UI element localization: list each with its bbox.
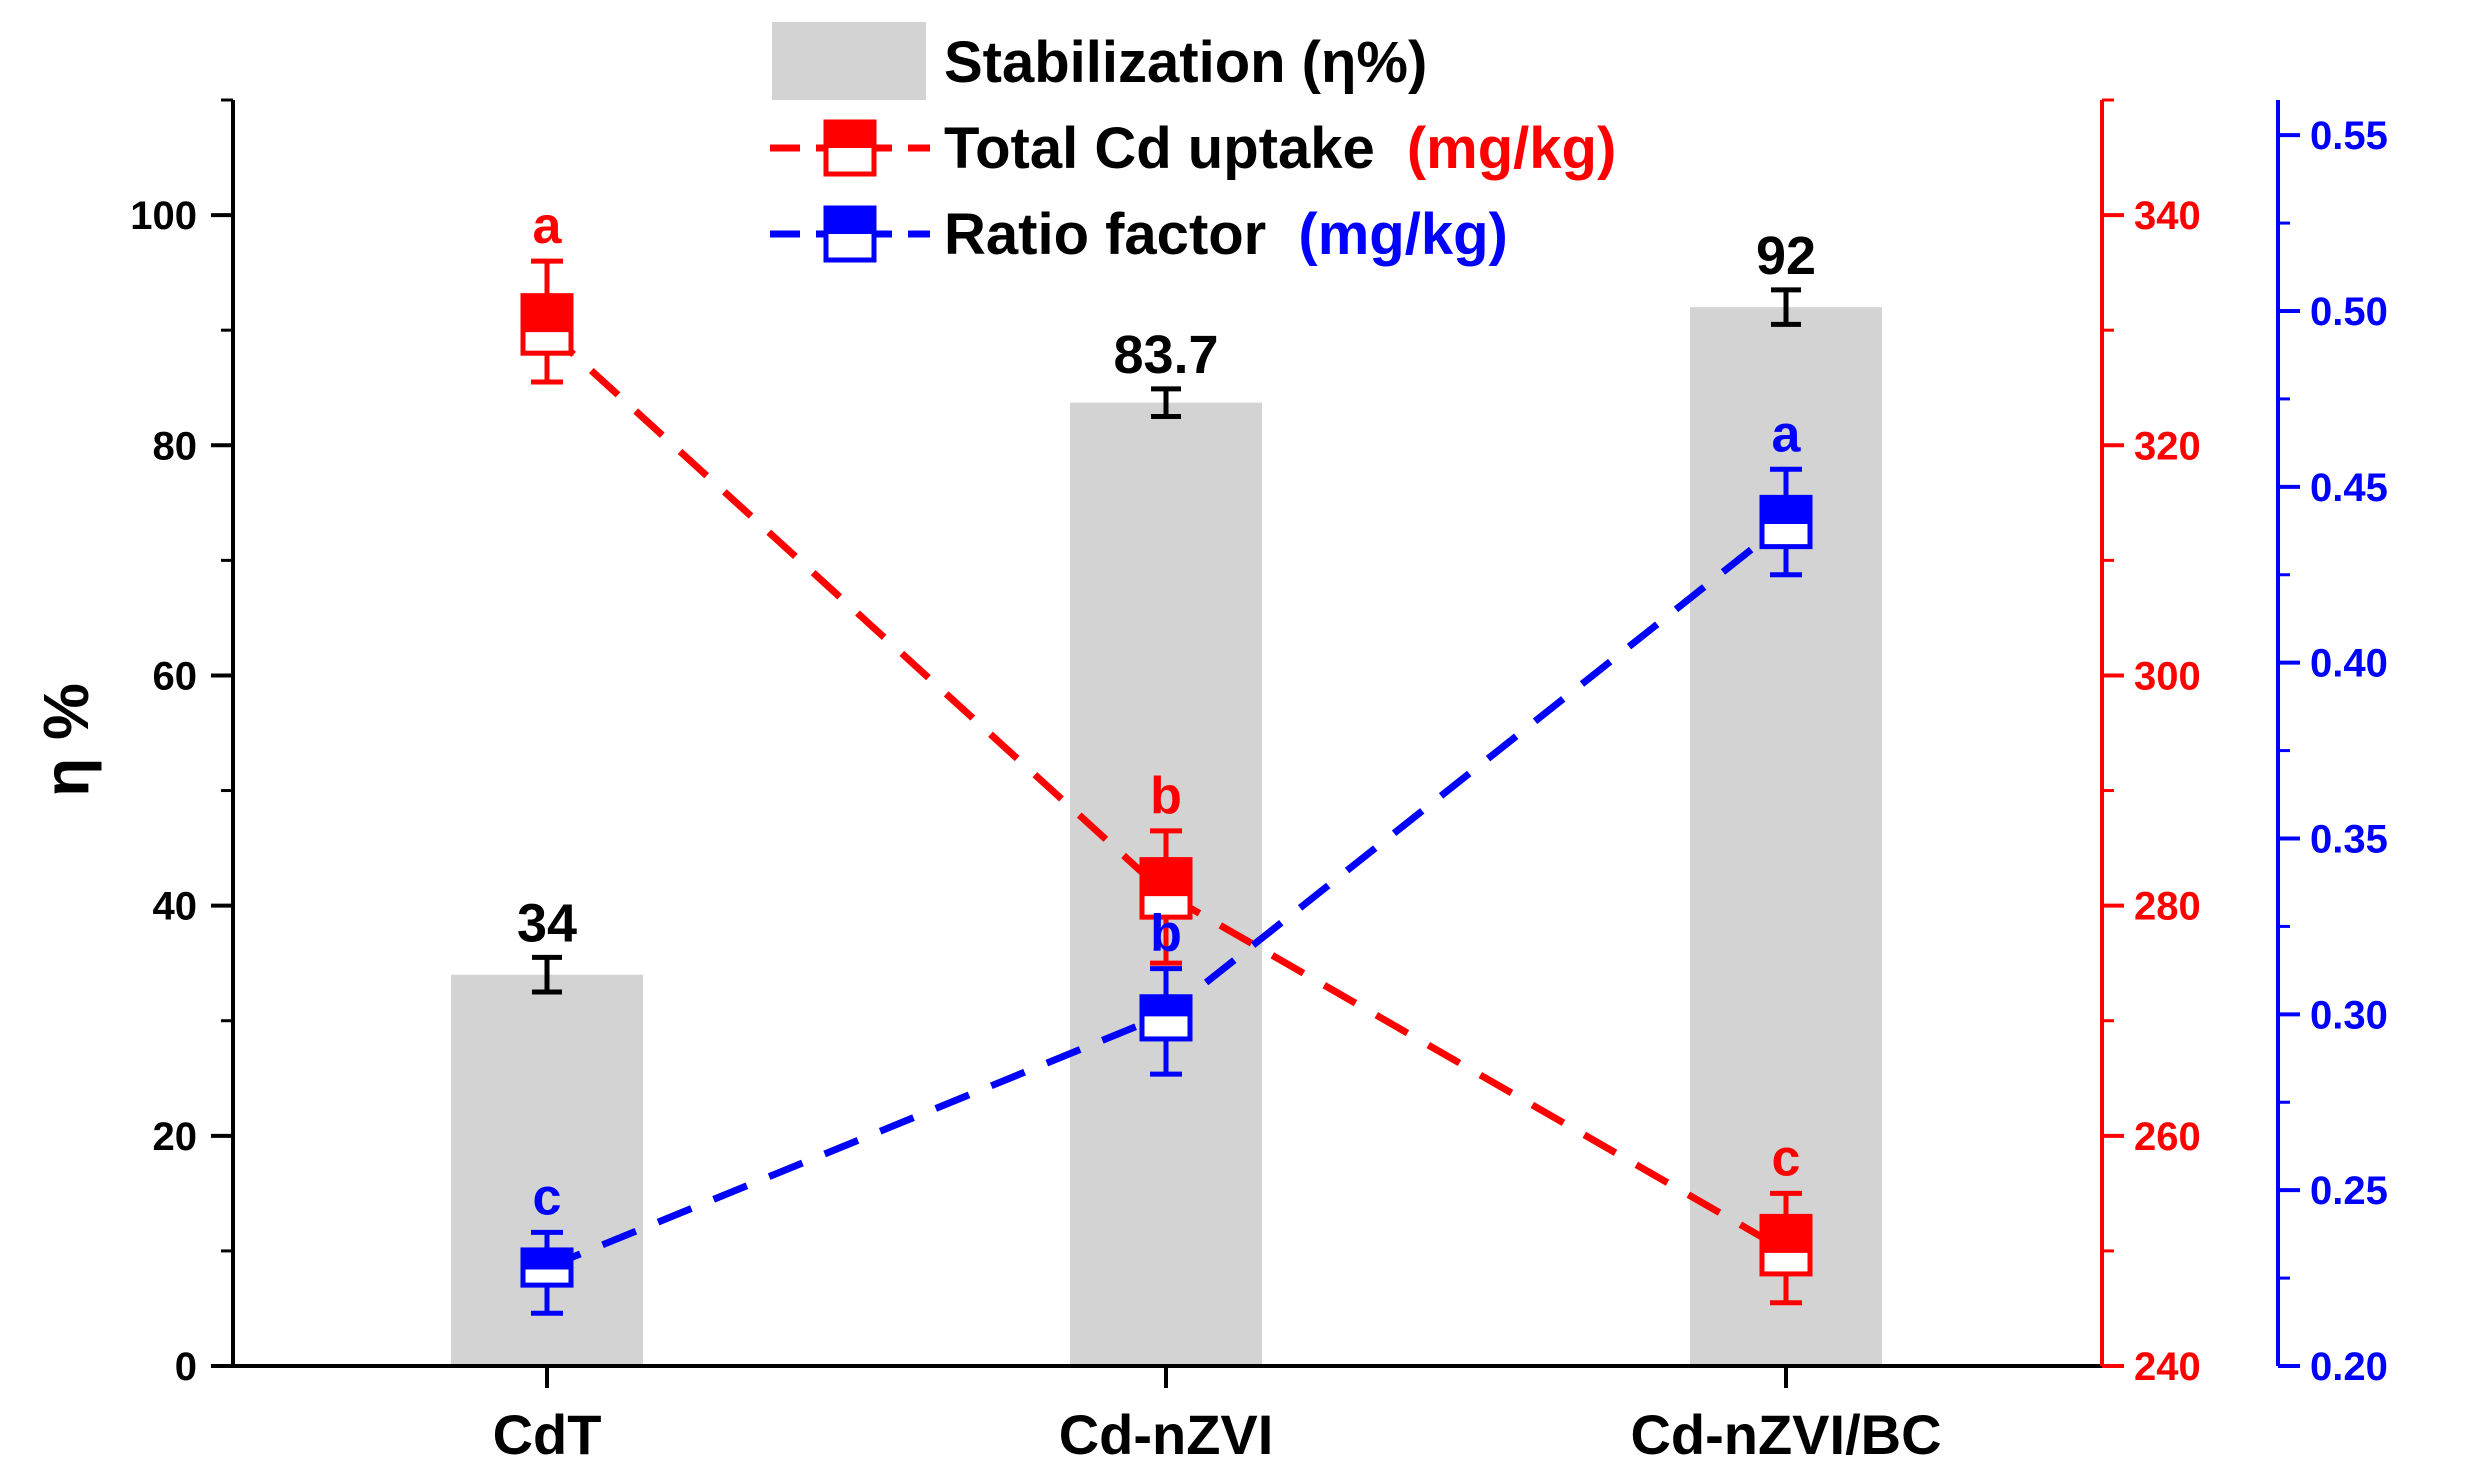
series-2-box-2 [1759,466,1813,578]
left-tick-label-2: 40 [153,885,198,929]
series-2-letter-0: c [533,1168,562,1226]
bar-value-label-1: 83.7 [1113,325,1218,385]
legend-uptake-swatch [770,119,930,177]
legend-ratio-label: Ratio factor (mg/kg) [944,202,1508,267]
box-upper-fill [1142,859,1190,895]
left-axis-title: η % [30,683,102,797]
bar-value-label-0: 34 [517,893,577,953]
right1-tick-label-2: 280 [2134,885,2201,929]
right2-tick-label-2: 0.30 [2310,993,2388,1037]
right1-tick-label-5: 340 [2134,194,2201,238]
left-tick-label-4: 80 [153,424,198,468]
series-1-box-2 [1759,1190,1813,1306]
legend-box-fill [826,208,874,234]
legend-uptake-main: Total Cd uptake [944,116,1375,181]
series-2-letter-2: a [1772,405,1802,463]
axes-layer [211,98,2300,1388]
series-1-letter-1: b [1150,767,1182,825]
right2-tick-label-6: 0.50 [2310,290,2388,334]
series-2-letter-1: b [1150,905,1182,963]
x-tick-label-1: Cd-nZVI [1059,1403,1274,1466]
right1-tick-label-0: 240 [2134,1345,2201,1389]
left-tick-label-5: 100 [130,194,197,238]
right2-tick-label-4: 0.40 [2310,642,2388,686]
legend-stabilization-label: Stabilization (η%) [944,30,1427,95]
left-tick-label-0: 0 [175,1345,197,1389]
right1-tick-label-3: 300 [2134,654,2201,698]
right1-tick-label-4: 320 [2134,424,2201,468]
box-upper-fill [1142,996,1190,1015]
legend-uptake-label: Total Cd uptake (mg/kg) [944,116,1616,181]
legend-box-fill [826,122,874,148]
labels-layer: 0 20 40 60 80 100 CdT Cd-nZVI Cd-nZVI/BC 240 260 28… [130,114,2388,1466]
marks-layer [520,258,1813,1316]
legend-ratio-unit: (mg/kg) [1298,202,1507,267]
series-2-box-0 [520,1229,574,1316]
legend-uptake-unit: (mg/kg) [1407,116,1616,181]
series-2-box-1 [1139,966,1193,1077]
box-upper-fill [523,295,571,331]
legend-ratio-swatch [770,205,930,263]
series-1-letter-2: c [1772,1129,1801,1187]
right2-tick-label-3: 0.35 [2310,818,2388,862]
box-upper-fill [1762,497,1810,522]
x-tick-label-0: CdT [493,1403,602,1466]
legend-ratio-main: Ratio factor [944,202,1266,267]
right2-tick-label-5: 0.45 [2310,466,2388,510]
left-tick-label-3: 60 [153,654,198,698]
right2-tick-label-1: 0.25 [2310,1169,2388,1213]
legend-stabilization-swatch [772,22,926,100]
right2-tick-label-0: 0.20 [2310,1345,2388,1389]
series-1-box-1 [1139,828,1193,966]
series-1-box-0 [520,258,574,385]
box-upper-fill [1762,1216,1810,1251]
legend: Stabilization (η%) Total Cd uptake (mg/k… [770,22,1616,267]
x-tick-label-2: Cd-nZVI/BC [1630,1403,1941,1466]
right1-tick-label-1: 260 [2134,1115,2201,1159]
left-tick-label-1: 20 [153,1115,198,1159]
right2-tick-label-7: 0.55 [2310,114,2388,158]
series-1-letter-0: a [533,197,563,255]
box-upper-fill [523,1249,571,1268]
bar-value-label-2: 92 [1756,226,1816,286]
